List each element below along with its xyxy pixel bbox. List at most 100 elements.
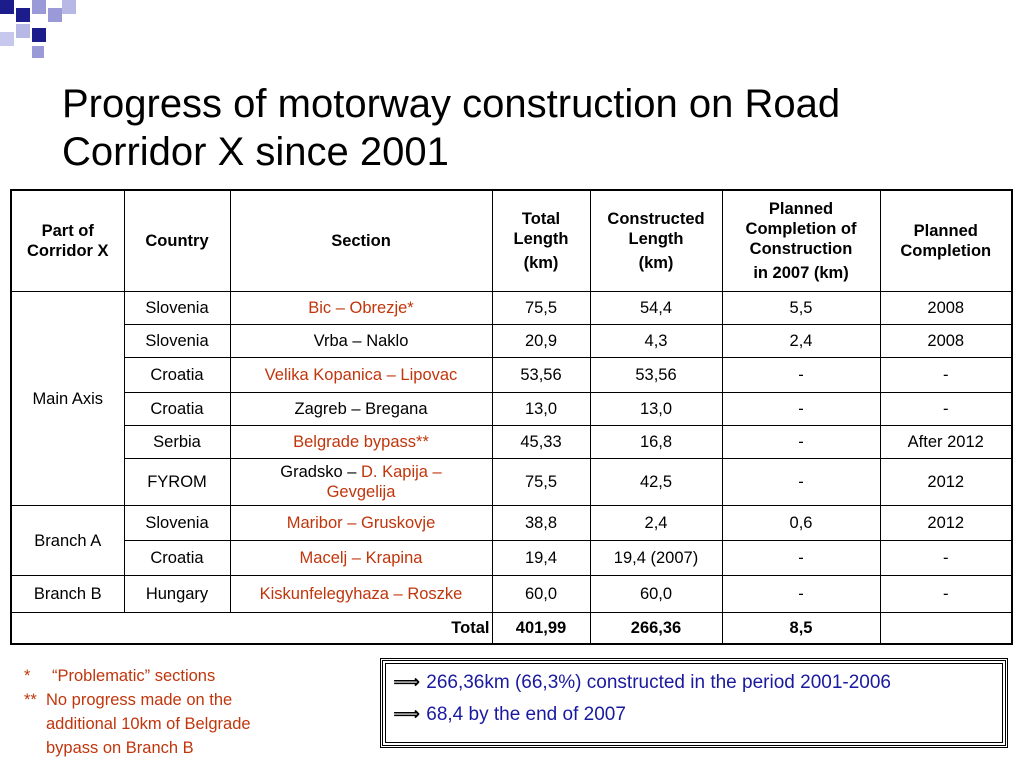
cell-section: Maribor – Gruskovje	[229, 505, 493, 541]
cell-section: Gradsko – D. Kapija – Gevgelija	[229, 458, 493, 506]
cell-constructed-length: 60,0	[589, 575, 723, 613]
cell-constructed-length: 42,5	[589, 458, 723, 506]
corner-squares-graphic	[0, 0, 76, 58]
table-row: Croatia Velika Kopanica – Lipovac 53,56 …	[11, 357, 1013, 393]
footnote-text: No progress made on the additional 10km …	[46, 691, 251, 757]
total-length-sum: 401,99	[491, 612, 591, 644]
slide-title-line-1: Progress of motorway construction on Roa…	[62, 82, 841, 126]
slide-title: Progress of motorway construction on Roa…	[62, 80, 992, 176]
footnote-problematic: * “Problematic” sections	[24, 664, 354, 688]
cell-section: Velika Kopanica – Lipovac	[229, 357, 493, 393]
table-row: Branch B Hungary Kiskunfelegyhaza – Rosz…	[10, 575, 1013, 613]
cell-planned-completion: 2008	[879, 324, 1013, 358]
cell-total-length: 75,5	[491, 291, 591, 325]
cell-constructed-length: 13,0	[589, 392, 723, 426]
cell-country: Slovenia	[123, 505, 231, 541]
cell-planned-2007: -	[721, 357, 881, 393]
table-row: Branch A Slovenia Maribor – Gruskovje 38…	[10, 505, 1013, 576]
cell-total-length: 75,5	[491, 458, 591, 506]
table-row: Croatia Macelj – Krapina 19,4 19,4 (2007…	[11, 540, 1013, 576]
cell-planned-2007: -	[721, 392, 881, 426]
table-header-row: Part of Corridor X Country Section Total L…	[10, 189, 1013, 292]
corner-decoration	[0, 0, 80, 60]
cell-country: Serbia	[123, 425, 231, 459]
header-section: Section	[229, 189, 493, 292]
total-constructed-sum: 266,36	[589, 612, 723, 644]
section-part-red: Gevgelija	[326, 483, 396, 501]
table-row: Slovenia Vrba – Naklo 20,9 4,3 2,4 2008	[11, 324, 1013, 358]
summary-line-1: ⟹ 266,36km (66,3%) constructed in the per…	[393, 667, 1005, 699]
cell-section: Vrba – Naklo	[229, 324, 493, 358]
cell-planned-2007: -	[721, 540, 881, 576]
table-row: Serbia Belgrade bypass** 45,33 16,8 - Af…	[11, 425, 1013, 459]
section-part-red: D. Kapija –	[361, 463, 442, 481]
group-branch-a: Branch A	[10, 505, 125, 576]
footnote-mark: *	[24, 667, 31, 685]
cell-planned-completion: -	[879, 357, 1013, 393]
cell-planned-completion: 2008	[879, 291, 1013, 325]
cell-country: Hungary	[123, 575, 231, 613]
cell-country: Slovenia	[123, 324, 231, 358]
corridor-progress-table: Part of Corridor X Country Section Total L…	[10, 189, 1013, 645]
cell-planned-2007: 0,6	[721, 505, 881, 541]
footnote-mark: **	[24, 691, 37, 709]
table-row: Croatia Zagreb – Bregana 13,0 13,0 - -	[11, 392, 1013, 426]
cell-planned-2007: -	[721, 425, 881, 459]
footnote-text: “Problematic” sections	[52, 667, 216, 685]
cell-section: Zagreb – Bregana	[229, 392, 493, 426]
cell-section: Belgrade bypass**	[229, 425, 493, 459]
cell-total-length: 60,0	[491, 575, 591, 613]
cell-constructed-length: 16,8	[589, 425, 723, 459]
summary-line-2: ⟹ 68,4 by the end of 2007	[393, 699, 1005, 731]
cell-planned-completion: -	[879, 392, 1013, 426]
cell-total-length: 13,0	[491, 392, 591, 426]
cell-section: Bic – Obrezje*	[229, 291, 493, 325]
header-planned-2007: Planned Completion of Construction in 2007 …	[721, 189, 881, 292]
group-branch-b: Branch B	[10, 575, 125, 613]
cell-country: Croatia	[123, 392, 231, 426]
cell-planned-completion: -	[879, 540, 1013, 576]
summary-box: ⟹ 266,36km (66,3%) constructed in the per…	[380, 658, 1008, 748]
cell-country: Slovenia	[123, 291, 231, 325]
cell-country: Croatia	[123, 540, 231, 576]
cell-constructed-length: 54,4	[589, 291, 723, 325]
header-planned-completion: Planned Completion	[879, 189, 1013, 292]
cell-planned-2007: 2,4	[721, 324, 881, 358]
table-row: Main Axis Slovenia Bic – Obrezje* 75,5 5…	[10, 291, 1013, 506]
cell-planned-2007: -	[721, 575, 881, 613]
cell-total-length: 53,56	[491, 357, 591, 393]
group-main-axis: Main Axis	[10, 291, 125, 506]
header-total-length: Total Length (km)	[491, 189, 591, 292]
total-planned-2007-sum: 8,5	[721, 612, 881, 644]
cell-section: Macelj – Krapina	[229, 540, 493, 576]
total-label: Total	[10, 612, 493, 644]
cell-constructed-length: 19,4 (2007)	[589, 540, 723, 576]
total-empty-cell	[879, 612, 1013, 644]
cell-constructed-length: 53,56	[589, 357, 723, 393]
cell-planned-completion: 2012	[879, 458, 1013, 506]
header-country: Country	[123, 189, 231, 292]
footnotes: * “Problematic” sections ** No progress …	[24, 664, 354, 760]
summary-text: 68,4 by the end of 2007	[426, 704, 626, 725]
table-row: FYROM Gradsko – D. Kapija – Gevgelija 75,…	[11, 458, 1013, 506]
implies-arrow-icon: ⟹	[393, 672, 421, 693]
header-constructed-length: Constructed Length (km)	[589, 189, 723, 292]
cell-total-length: 20,9	[491, 324, 591, 358]
cell-country: Croatia	[123, 357, 231, 393]
cell-planned-completion: 2012	[879, 505, 1013, 541]
header-part-of-corridor: Part of Corridor X	[10, 189, 125, 292]
cell-planned-2007: -	[721, 458, 881, 506]
cell-constructed-length: 4,3	[589, 324, 723, 358]
total-row: Total 401,99 266,36 8,5	[10, 612, 1013, 644]
cell-total-length: 45,33	[491, 425, 591, 459]
cell-planned-completion: After 2012	[879, 425, 1013, 459]
cell-planned-completion: -	[879, 575, 1013, 613]
section-part-black: Gradsko –	[280, 463, 361, 481]
cell-total-length: 38,8	[491, 505, 591, 541]
implies-arrow-icon: ⟹	[393, 704, 421, 725]
slide-title-line-2: Corridor X since 2001	[62, 130, 449, 174]
cell-country: FYROM	[123, 458, 231, 506]
summary-text: 266,36km (66,3%) constructed in the peri…	[426, 672, 891, 693]
cell-planned-2007: 5,5	[721, 291, 881, 325]
cell-constructed-length: 2,4	[589, 505, 723, 541]
